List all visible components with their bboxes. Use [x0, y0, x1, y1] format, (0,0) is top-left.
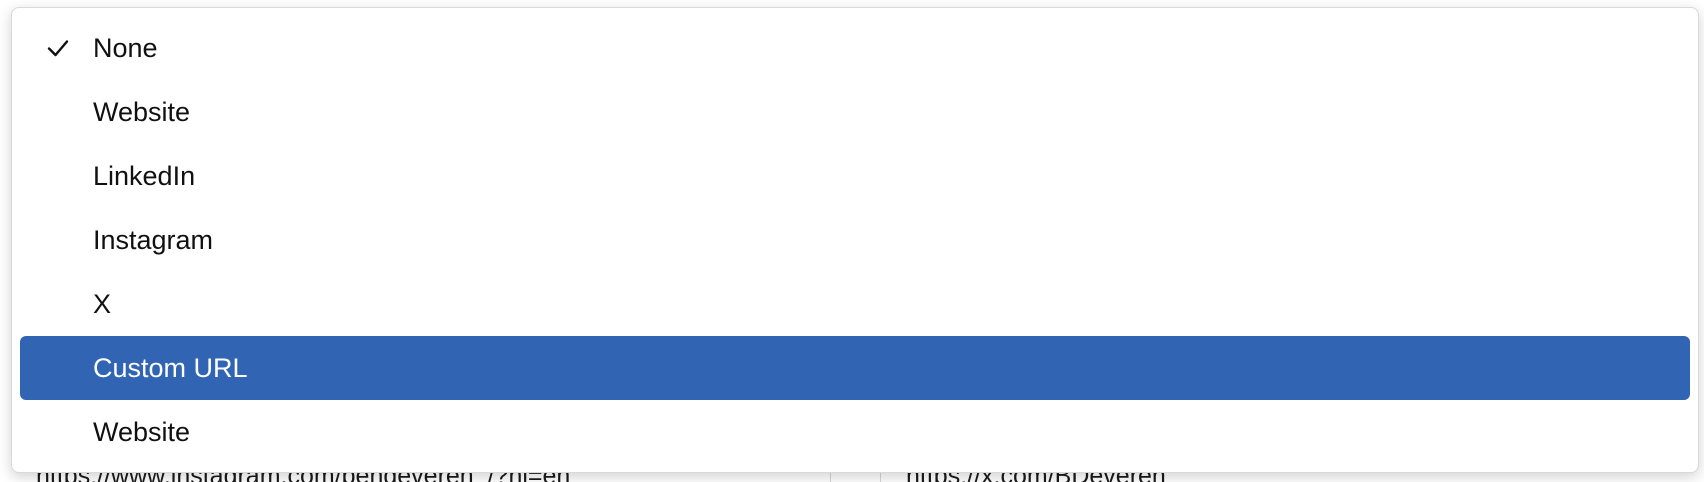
option-label: Website [93, 416, 191, 447]
check-icon [47, 40, 69, 57]
option-list: None Website LinkedIn Instagram X Custom… [12, 8, 1698, 472]
option-label: None [93, 32, 158, 63]
option-website[interactable]: Website [20, 80, 1690, 144]
option-linkedin[interactable]: LinkedIn [20, 144, 1690, 208]
option-custom-url[interactable]: Custom URL [20, 336, 1690, 400]
link-type-dropdown-menu: None Website LinkedIn Instagram X Custom… [11, 7, 1699, 473]
option-label: X [93, 288, 112, 319]
option-instagram[interactable]: Instagram [20, 208, 1690, 272]
option-label: LinkedIn [93, 160, 196, 191]
option-x[interactable]: X [20, 272, 1690, 336]
option-label: Website [93, 96, 191, 127]
option-none[interactable]: None [20, 16, 1690, 80]
option-website-2[interactable]: Website [20, 400, 1690, 464]
option-label: Custom URL [93, 352, 248, 383]
option-label: Instagram [93, 224, 214, 255]
